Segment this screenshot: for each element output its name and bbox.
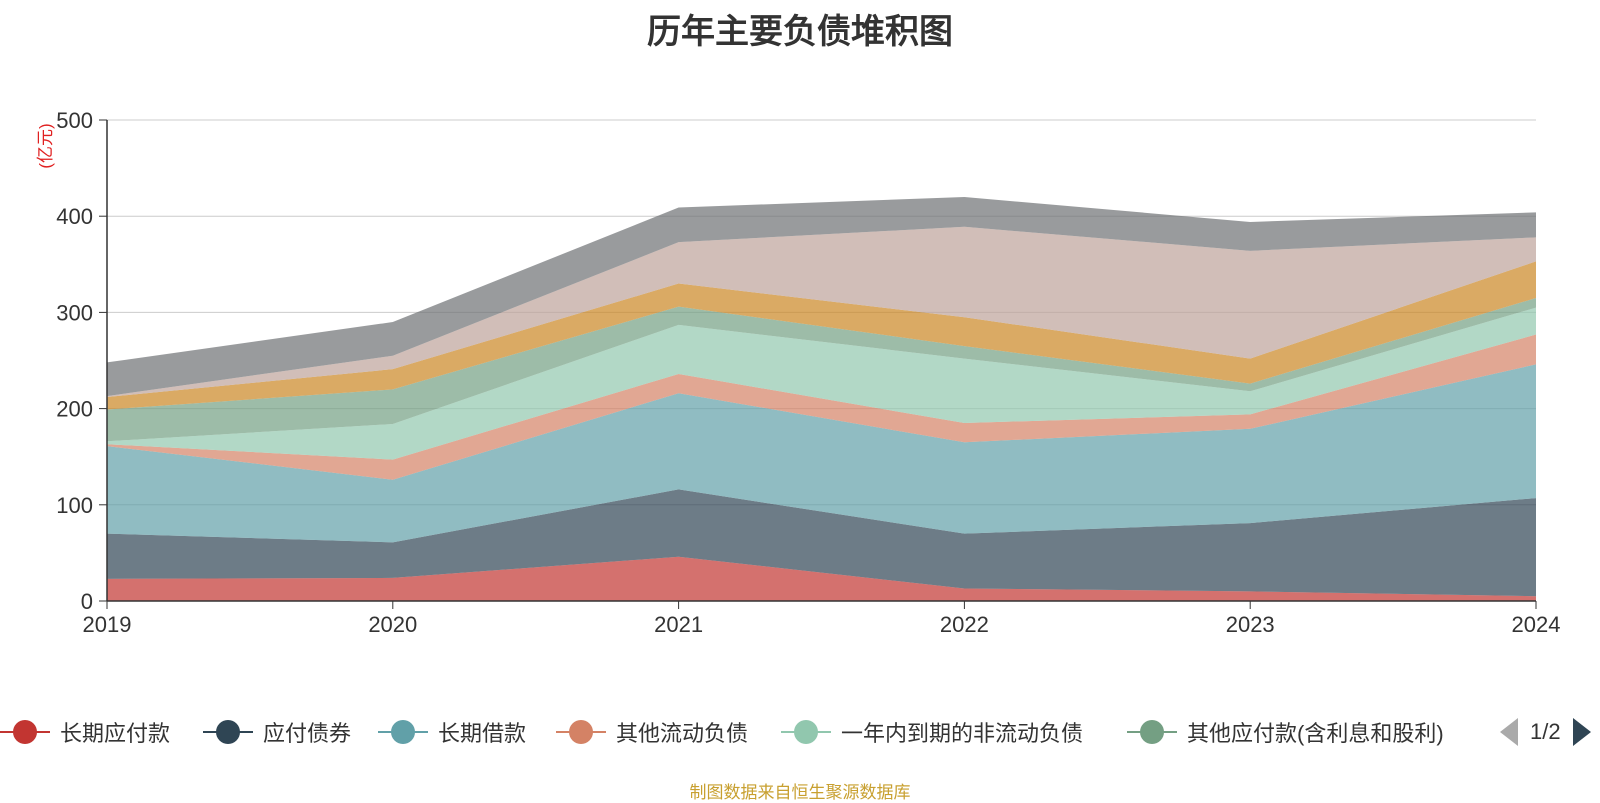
legend-label: 长期应付款 (60, 721, 171, 746)
y-tick-label: 0 (81, 589, 93, 614)
x-tick-label: 2024 (1512, 612, 1561, 637)
legend-label: 应付债券 (263, 721, 352, 746)
area-series-5 (107, 307, 1536, 460)
y-axis-unit-label: (亿元) (36, 123, 55, 168)
legend-label: 其他流动负债 (616, 721, 749, 746)
legend-prev-page-icon[interactable] (1500, 718, 1518, 746)
legend-marker-icon (0, 720, 50, 744)
x-tick-label: 2020 (368, 612, 417, 637)
x-tick-label: 2022 (940, 612, 989, 637)
legend-label: 其他应付款(含利息和股利) (1187, 721, 1444, 746)
x-tick-label: 2019 (83, 612, 132, 637)
area-series-3 (107, 364, 1536, 543)
y-tick-label: 500 (56, 108, 93, 133)
legend-marker-icon (781, 720, 831, 744)
area-series-7 (107, 261, 1536, 410)
legend-item[interactable]: 应付债券 (203, 712, 351, 752)
legend-item[interactable]: 长期应付款 (0, 712, 170, 752)
legend-marker-icon (1127, 720, 1177, 744)
legend-page-indicator: 1/2 (1530, 719, 1561, 744)
data-source-note: 制图数据来自恒生聚源数据库 (689, 783, 911, 802)
y-tick-label: 400 (56, 204, 93, 229)
legend-item[interactable]: 其他流动负债 (556, 712, 748, 752)
x-tick-label: 2023 (1226, 612, 1275, 637)
y-tick-label: 200 (56, 397, 93, 422)
legend-pager: 1/2 (1500, 712, 1591, 752)
chart-title: 历年主要负债堆积图 (647, 13, 953, 51)
legend-label: 一年内到期的非流动负债 (841, 721, 1084, 746)
legend-label: 长期借款 (438, 721, 527, 746)
legend-item[interactable]: 一年内到期的非流动负债 (781, 712, 1083, 752)
area-series-2 (107, 489, 1536, 597)
legend-next-page-icon[interactable] (1572, 718, 1591, 746)
legend-item[interactable]: 长期借款 (378, 712, 526, 752)
legend-marker-icon (378, 720, 428, 744)
legend-item[interactable]: 其他应付款(含利息和股利) (1127, 712, 1444, 752)
stacked-area-chart: 0 100 200 300 400 500 2019 2020 2021 2022 2023 2024… (36, 108, 1561, 637)
area-series-1 (107, 556, 1536, 601)
area-series-8 (107, 226, 1536, 398)
y-tick-label: 100 (56, 493, 93, 518)
legend-marker-icon (556, 720, 606, 744)
area-series-6 (107, 297, 1536, 442)
x-tick-label: 2021 (654, 612, 703, 637)
legend-marker-icon (203, 720, 253, 744)
y-tick-label: 300 (56, 300, 93, 325)
area-series-4 (107, 334, 1536, 480)
chart-legend: 长期应付款 应付债券 长期借款 其他流动负债 一年内到期的非流动负债 其他应付款(含利息和… (0, 712, 1600, 752)
